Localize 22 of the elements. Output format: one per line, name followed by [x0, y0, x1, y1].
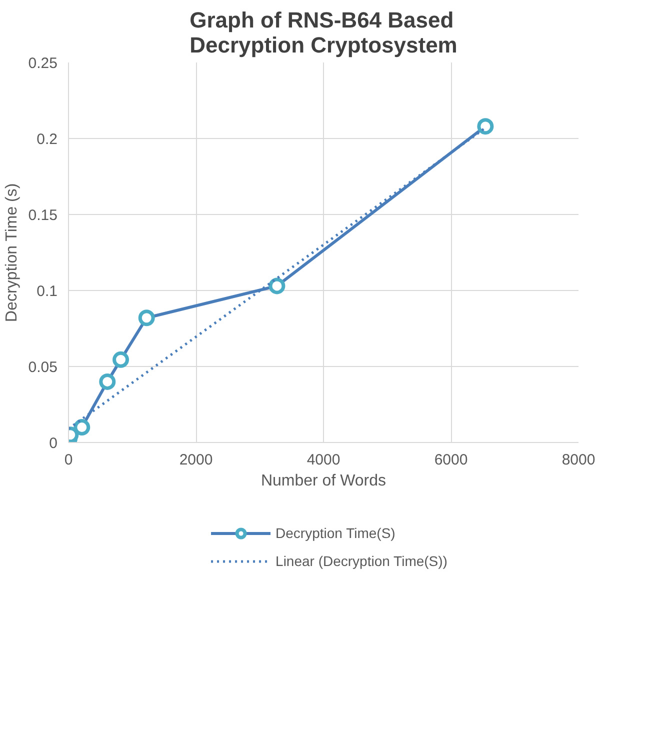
- y-tick-label: 0.2: [36, 131, 58, 148]
- x-tick-label: 6000: [434, 452, 468, 468]
- legend-label: Linear (Decryption Time(S)): [276, 553, 448, 569]
- point: [477, 118, 494, 135]
- point: [99, 373, 116, 390]
- x-tick-label: 2000: [179, 452, 213, 468]
- y-tick-label: 0.15: [28, 207, 58, 224]
- y-tick-label: 0.25: [28, 55, 58, 72]
- legend-label: Decryption Time(S): [276, 525, 396, 541]
- point: [74, 419, 90, 436]
- x-tick-label: 8000: [562, 452, 596, 468]
- x-tick-label: 0: [64, 452, 73, 468]
- x-axis-title: Number of Words: [260, 472, 386, 490]
- point: [138, 310, 155, 326]
- chart-title: Graph of RNS-B64 Based Decryption Cryptosystem: [190, 8, 458, 58]
- y-axis-title: Decryption Time (s): [3, 183, 20, 322]
- y-tick-label: 0.05: [28, 359, 58, 376]
- x-tick-label: 4000: [306, 452, 340, 468]
- y-tick-label: 0: [49, 435, 58, 452]
- point: [112, 351, 130, 368]
- y-tick-label: 0.1: [36, 283, 58, 300]
- point: [268, 278, 286, 294]
